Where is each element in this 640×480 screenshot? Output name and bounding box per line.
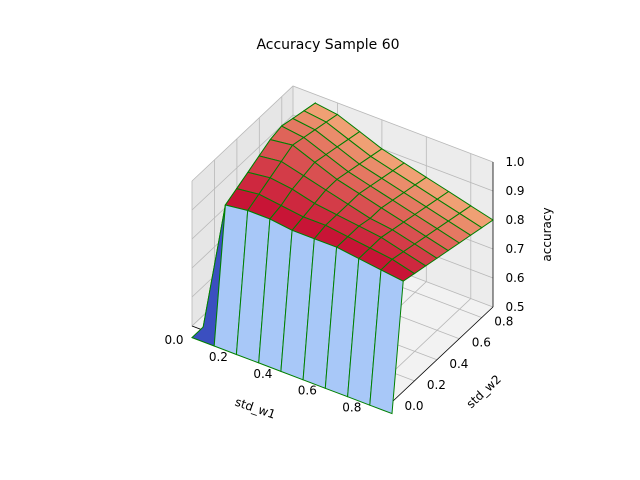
x-tick-label: 0.6 — [298, 384, 317, 398]
y-tick-label: 0.6 — [472, 336, 491, 350]
y-tick-label: 0.0 — [404, 399, 423, 413]
y-tick-label: 0.2 — [427, 378, 446, 392]
z-tick-label: 0.9 — [505, 184, 524, 198]
grid-line-z — [191, 114, 494, 211]
x-tick-label: 0.8 — [342, 401, 361, 415]
x-tick-label: 0.2 — [209, 350, 228, 364]
z-tick-label: 0.8 — [505, 213, 524, 227]
surface-mesh — [191, 102, 494, 415]
z-tick-label: 0.6 — [505, 271, 524, 285]
x-tick-label: 0.0 — [164, 333, 183, 347]
y-tick-label: 0.8 — [494, 315, 513, 329]
chart-title: Accuracy Sample 60 — [256, 37, 399, 53]
y-axis-label: std_w2 — [464, 372, 504, 411]
x-axis-label: std_w1 — [233, 395, 277, 422]
z-tick-label: 0.5 — [505, 300, 524, 314]
grid-line-z — [191, 85, 494, 182]
x-tick-label: 0.4 — [253, 367, 272, 381]
tick-labels: 0.00.20.40.60.8 0.00.20.40.60.80.50.60.70… — [164, 155, 524, 415]
y-axis-line — [391, 306, 494, 403]
z-tick-label: 0.7 — [505, 242, 524, 256]
y-tick-label: 0.4 — [449, 357, 468, 371]
z-tick-label: 1.0 — [505, 155, 524, 169]
z-axis-label: accuracy — [540, 207, 554, 261]
surface-facet — [369, 269, 404, 415]
